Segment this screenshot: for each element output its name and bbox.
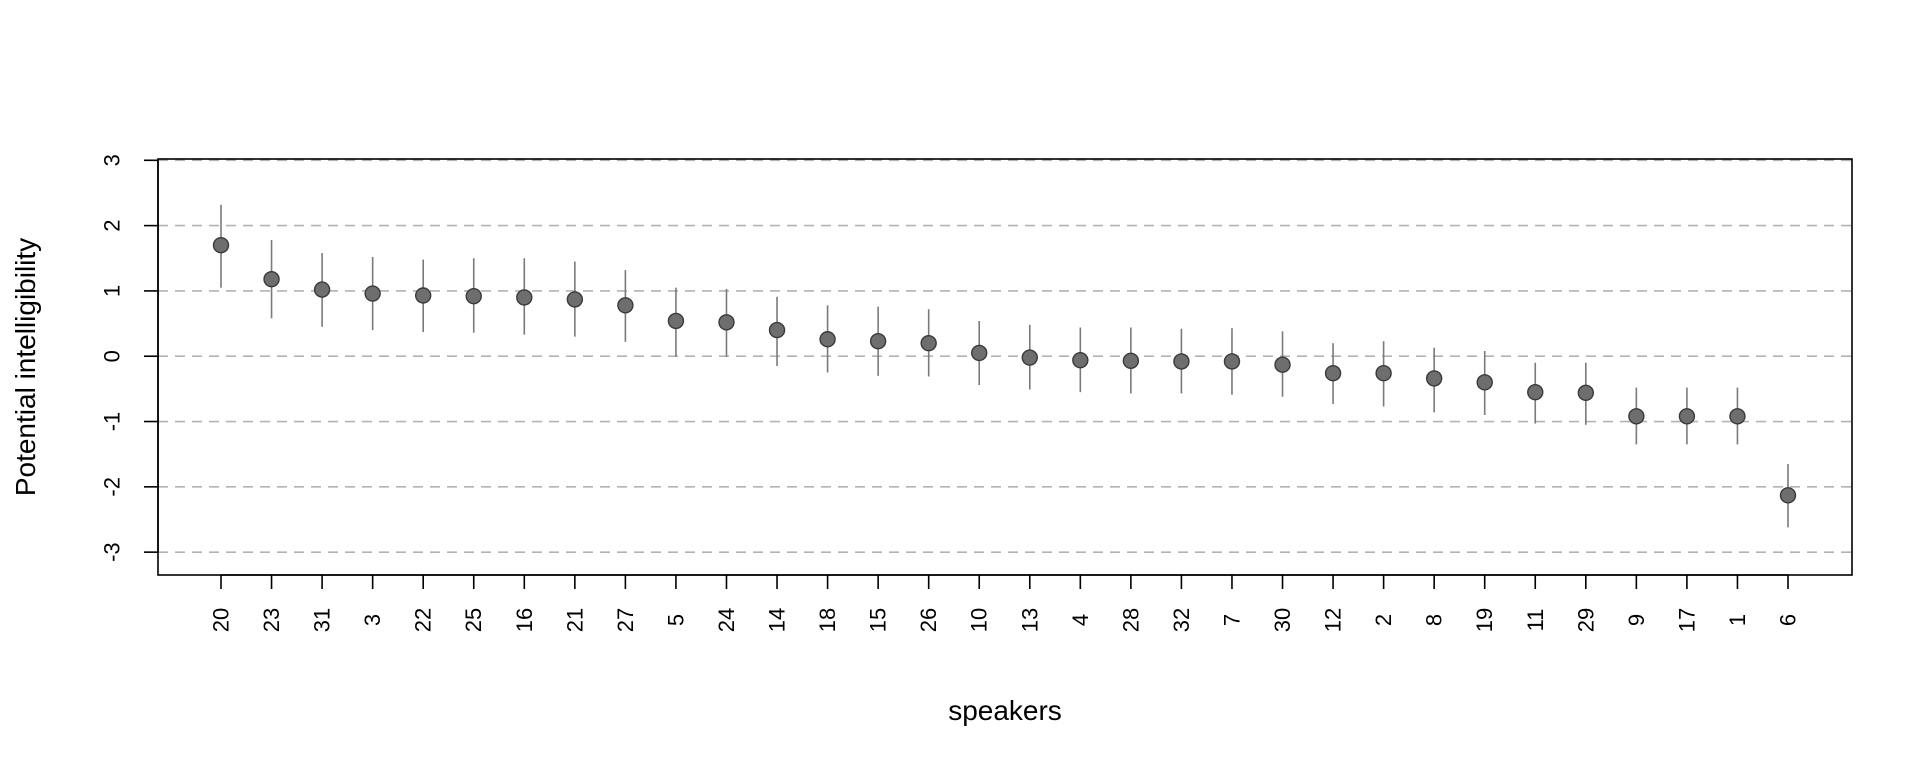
data-points	[212, 237, 1797, 504]
data-point	[465, 287, 482, 305]
grid-lines	[158, 159, 1852, 553]
data-point	[1324, 365, 1342, 382]
data-point	[1476, 374, 1493, 391]
x-tick-label: 28	[1118, 608, 1143, 632]
data-point	[1678, 408, 1696, 425]
x-tick-label: 8	[1422, 614, 1447, 626]
x-tick-label: 10	[967, 608, 992, 632]
x-tick-label: 22	[411, 608, 436, 632]
x-tick-label: 14	[765, 608, 790, 632]
y-tick-label: -1	[100, 412, 125, 432]
plot-frame	[157, 158, 1853, 576]
data-point	[212, 237, 230, 254]
data-point	[718, 314, 735, 331]
x-tick-label: 18	[815, 608, 840, 632]
x-tick-label: 13	[1017, 608, 1042, 632]
data-point	[1729, 408, 1746, 425]
data-point	[1628, 408, 1645, 425]
data-point	[1375, 365, 1392, 382]
data-point	[1223, 353, 1241, 370]
data-point	[1173, 353, 1190, 370]
x-tick-label: 12	[1321, 608, 1346, 632]
data-point	[1779, 487, 1797, 504]
x-tick-label: 25	[461, 608, 486, 632]
x-tick-label: 7	[1219, 614, 1244, 626]
data-point	[263, 270, 280, 288]
y-tick-label: -3	[100, 542, 125, 562]
data-point	[971, 344, 988, 362]
data-point	[516, 289, 533, 306]
y-tick-label: -2	[100, 477, 125, 497]
y-axis: -3 -2 -1 0 1 2 3	[100, 154, 159, 562]
data-point	[1577, 384, 1595, 401]
x-tick-label: 9	[1624, 614, 1649, 626]
data-point	[313, 281, 331, 298]
data-point	[1425, 370, 1443, 387]
data-point	[1122, 352, 1140, 369]
x-tick-label: 11	[1523, 609, 1548, 632]
x-tick-label: 3	[360, 614, 385, 626]
x-tick-label: 5	[663, 614, 688, 626]
data-point	[667, 312, 685, 330]
x-tick-label: 21	[562, 608, 587, 632]
data-point	[1527, 383, 1544, 401]
x-tick-label: 23	[259, 608, 284, 632]
y-tick-label: 1	[100, 285, 125, 297]
x-tick-label: 32	[1169, 608, 1194, 632]
y-tick-label: 2	[100, 219, 125, 231]
x-tick-label: 20	[209, 608, 234, 632]
data-point	[1072, 351, 1089, 369]
x-tick-label: 2	[1371, 614, 1396, 626]
x-tick-label: 30	[1270, 608, 1295, 632]
data-point	[1274, 356, 1291, 373]
data-point	[819, 331, 836, 348]
data-point	[566, 291, 584, 308]
x-axis: 20 23 31 3 22 25 16 21 27 5 24 14 18 15 26 10 13 4 28 32 7 30…	[209, 574, 1801, 632]
data-point	[617, 297, 634, 314]
y-axis-title: Potential intelligibility	[10, 238, 41, 496]
x-tick-label: 6	[1776, 614, 1801, 626]
x-tick-label: 16	[512, 608, 537, 632]
x-tick-label: 24	[714, 608, 739, 632]
x-tick-label: 15	[866, 608, 891, 632]
x-tick-label: 17	[1674, 608, 1699, 632]
error-bars	[220, 204, 1789, 528]
x-tick-label: 1	[1725, 614, 1750, 626]
x-tick-label: 29	[1573, 608, 1598, 632]
x-tick-label: 27	[613, 608, 638, 632]
data-point	[1021, 349, 1038, 366]
y-tick-label: 3	[100, 154, 125, 166]
x-axis-title: speakers	[948, 695, 1062, 726]
data-point	[364, 285, 381, 302]
x-tick-label: 19	[1472, 608, 1497, 632]
x-tick-label: 26	[916, 608, 941, 632]
data-point	[920, 334, 937, 352]
data-point	[768, 321, 786, 339]
x-tick-label: 31	[310, 608, 335, 632]
x-tick-label: 4	[1068, 614, 1093, 626]
data-point	[414, 287, 432, 304]
y-tick-label: 0	[100, 350, 125, 362]
data-point	[869, 333, 887, 350]
